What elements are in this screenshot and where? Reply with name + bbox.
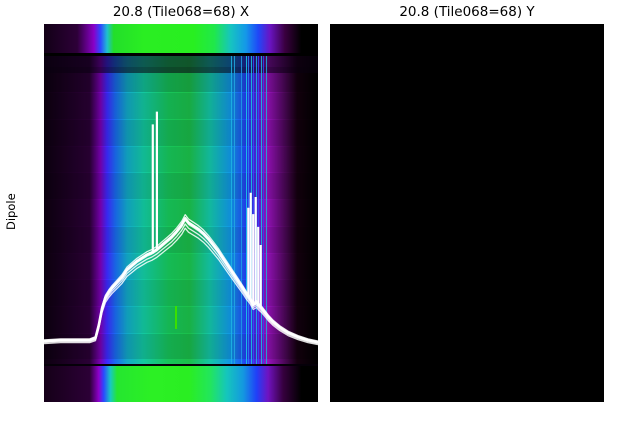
panel-y-xaxis [330, 406, 604, 436]
heatmap-vertical-streak [230, 56, 232, 364]
heatmap-top-strip [44, 24, 318, 53]
panel-y-title: 20.8 (Tile068=68) Y [399, 4, 535, 20]
heatmap-vertical-streak [258, 56, 260, 364]
panel-y-plot[interactable] [330, 24, 604, 402]
heatmap-vertical-streak [260, 56, 262, 364]
heatmap-vertical-streak [253, 56, 255, 364]
heatmap-main-field [44, 56, 318, 364]
heatmap-vertical-streak [263, 56, 265, 364]
heatmap-bottom-strip [44, 365, 318, 402]
heatmap-vertical-streak [265, 56, 267, 364]
trace-curve [44, 111, 318, 346]
panel-x-title: 20.8 (Tile068=68) X [112, 4, 250, 20]
panel-x-xaxis [44, 406, 318, 436]
panel-x-ylabel: Dipole [4, 193, 18, 230]
heatmap-vertical-streak [240, 56, 242, 364]
heatmap-gap-band [44, 363, 318, 368]
heatmap-vertical-streak [234, 56, 236, 364]
panel-x-plot[interactable] [44, 24, 318, 402]
heatmap-vertical-streak [245, 56, 247, 364]
green-marker [175, 305, 178, 330]
heatmap-gap-band [44, 56, 318, 74]
